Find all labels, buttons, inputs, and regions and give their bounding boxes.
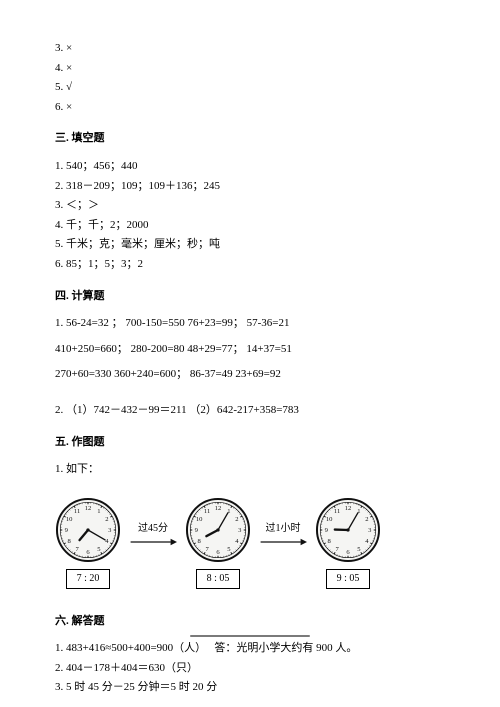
svg-text:11: 11 [74, 508, 80, 515]
clock-group-1: 121234567891011 7 : 20 [55, 497, 121, 589]
section-3-body: 1. 540；456；440 2. 318－209；109；109＋136；24… [55, 158, 445, 274]
section-3-title: 三. 填空题 [55, 130, 445, 148]
section-4-body: 1. 56-24=32 ； 700-150=550 76+23=99； 57-3… [55, 315, 445, 419]
calc-line: 270+60=330 360+240=600； 86-37=49 23+69=9… [55, 366, 445, 384]
calc-line: 410+250=660； 280-200=80 48+29=77； 14+37=… [55, 341, 445, 359]
svg-text:10: 10 [196, 516, 203, 523]
arrow-icon [257, 538, 309, 546]
calc-line: 1. 56-24=32 ； 700-150=550 76+23=99； 57-3… [55, 315, 445, 333]
answer-line: 3. 5 时 45 分－25 分钟＝5 时 20 分 [55, 679, 445, 697]
section-5-title: 五. 作图题 [55, 434, 445, 452]
svg-text:2: 2 [105, 516, 108, 523]
tf-item: 4. × [55, 60, 445, 78]
time-box-2: 8 : 05 [196, 569, 241, 589]
time-box-3: 9 : 05 [326, 569, 371, 589]
answer-line: 2. 404－178＋404＝630（只） [55, 660, 445, 678]
footer-divider [190, 635, 310, 637]
answer-line: 1. 483+416≈500+400=900（人） 答：光明小学大约有 900 … [55, 640, 445, 658]
fill-line: 5. 千米；克；毫米；厘米；秒；吨 [55, 236, 445, 254]
clock-diagram: 121234567891011 7 : 20 过45分 121234567891… [55, 491, 445, 595]
section-6-body: 1. 483+416≈500+400=900（人） 答：光明小学大约有 900 … [55, 640, 445, 697]
clock-2: 121234567891011 [185, 497, 251, 563]
fill-line: 6. 85；1；5；3；2 [55, 256, 445, 274]
svg-text:12: 12 [85, 505, 92, 512]
clock-group-2: 121234567891011 8 : 05 [185, 497, 251, 589]
svg-text:10: 10 [326, 516, 333, 523]
svg-text:2: 2 [365, 516, 368, 523]
arrow-icon [127, 538, 179, 546]
svg-text:11: 11 [204, 508, 210, 515]
fill-line: 1. 540；456；440 [55, 158, 445, 176]
svg-text:10: 10 [66, 516, 73, 523]
time-box-1: 7 : 20 [66, 569, 111, 589]
svg-text:12: 12 [215, 505, 222, 512]
section-6-title: 六. 解答题 [55, 613, 445, 631]
svg-text:12: 12 [345, 505, 352, 512]
fill-line: 2. 318－209；109；109＋136；245 [55, 178, 445, 196]
arrow-label-2: 过1小时 [266, 521, 301, 537]
tf-item: 3. × [55, 40, 445, 58]
section-4-title: 四. 计算题 [55, 288, 445, 306]
tf-item: 5. √ [55, 79, 445, 97]
tf-item: 6. × [55, 99, 445, 117]
fill-line: 3. ＜；＞ [55, 197, 445, 215]
section-5-sub: 1. 如下： [55, 461, 445, 479]
clock-1: 121234567891011 [55, 497, 121, 563]
fill-line: 4. 千；千；2；2000 [55, 217, 445, 235]
true-false-block: 3. × 4. × 5. √ 6. × [55, 40, 445, 116]
arrow-label-1: 过45分 [138, 521, 168, 537]
clock-3: 121234567891011 [315, 497, 381, 563]
arrow-group-1: 过45分 [127, 521, 179, 546]
svg-text:11: 11 [334, 508, 340, 515]
calc-line: 2. （1）742－432－99＝211 （2）642-217+358=783 [55, 402, 445, 420]
svg-text:1: 1 [97, 508, 100, 515]
arrow-group-2: 过1小时 [257, 521, 309, 546]
svg-text:2: 2 [235, 516, 238, 523]
clock-group-3: 121234567891011 9 : 05 [315, 497, 381, 589]
